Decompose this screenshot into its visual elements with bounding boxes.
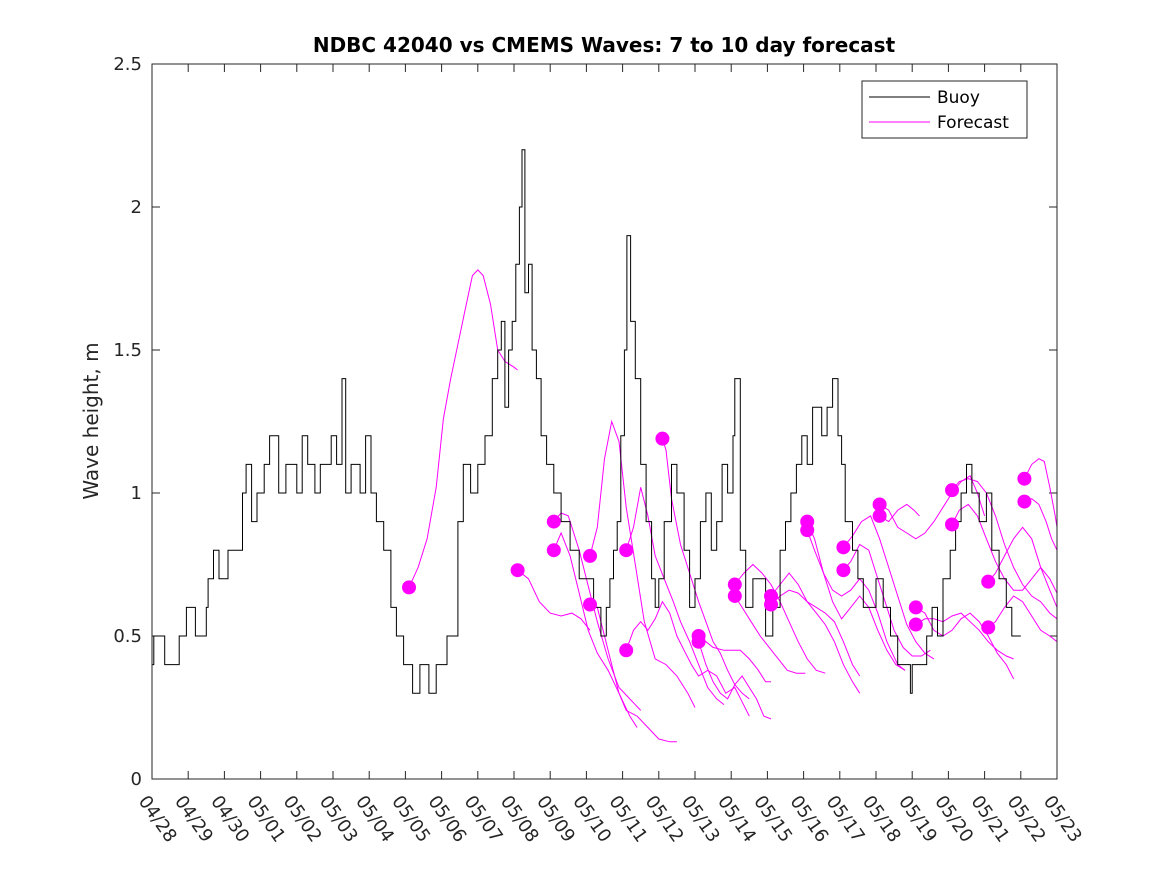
forecast-line xyxy=(625,600,750,717)
legend-forecast-label: Forecast xyxy=(937,113,1009,133)
buoy-series xyxy=(152,149,1021,694)
forecast-start-point xyxy=(1017,494,1032,509)
axes-box xyxy=(151,63,1058,780)
y-tick-labels: 0 0.5 1 1.5 2 2.5 xyxy=(113,54,142,790)
forecast-line xyxy=(698,635,771,683)
y-tick-label: 1.5 xyxy=(113,340,142,361)
buoy-line xyxy=(152,149,1021,694)
forecast-start-point xyxy=(655,431,670,446)
forecast-line xyxy=(589,604,677,743)
forecast-start-point xyxy=(908,600,923,615)
chart-title: NDBC 42040 vs CMEMS Waves: 7 to 10 day f… xyxy=(313,33,896,57)
forecast-start-point xyxy=(945,517,960,532)
forecast-line xyxy=(698,641,772,720)
forecast-line xyxy=(806,530,906,671)
forecast-line xyxy=(770,589,861,677)
forecast-line xyxy=(806,521,906,671)
legend: Buoy Forecast xyxy=(861,80,1028,139)
forecast-start-point xyxy=(619,643,634,658)
forecast-line xyxy=(589,419,696,708)
forecast-start-point xyxy=(510,563,525,578)
forecast-start-point xyxy=(727,588,742,603)
forecast-line xyxy=(879,475,986,540)
legend-buoy-label: Buoy xyxy=(937,88,980,108)
forecast-series xyxy=(408,269,1058,743)
forecast-line xyxy=(625,487,725,705)
forecast-line xyxy=(951,478,1058,620)
forecast-start-point xyxy=(872,508,887,523)
forecast-start-point xyxy=(619,543,634,558)
forecast-start-point xyxy=(908,617,923,632)
forecast-start-point xyxy=(1017,471,1032,486)
forecast-start-point xyxy=(800,523,815,538)
y-tick-label: 1 xyxy=(131,483,142,504)
y-tick-label: 2.5 xyxy=(113,54,142,75)
forecast-start-point xyxy=(546,514,561,529)
forecast-start-point xyxy=(981,574,996,589)
forecast-start-point xyxy=(836,563,851,578)
y-tick-label: 0 xyxy=(131,769,142,790)
forecast-start-point xyxy=(402,580,417,595)
forecast-start-point xyxy=(583,597,598,612)
y-tick-label: 2 xyxy=(131,197,142,218)
plot-area xyxy=(152,64,1057,779)
forecast-line xyxy=(987,526,1058,608)
y-tick-label: 0.5 xyxy=(113,626,142,647)
forecast-start-point xyxy=(945,483,960,498)
forecast-line xyxy=(408,269,518,588)
forecast-start-point xyxy=(546,543,561,558)
forecast-start-point xyxy=(981,620,996,635)
forecast-line xyxy=(770,572,861,694)
forecast-line xyxy=(879,503,920,523)
y-axis-label: Wave height, m xyxy=(79,342,103,499)
forecast-line xyxy=(553,531,638,728)
forecast-start-point xyxy=(836,540,851,555)
forecast-line xyxy=(987,595,1058,643)
forecast-start-point xyxy=(764,597,779,612)
forecast-line xyxy=(734,595,806,674)
forecast-start-markers xyxy=(402,431,1032,658)
forecast-line xyxy=(1023,458,1058,528)
forecast-start-point xyxy=(691,634,706,649)
legend-box xyxy=(861,80,1028,139)
forecast-line xyxy=(843,515,935,660)
forecast-line xyxy=(517,569,591,631)
forecast-start-point xyxy=(583,548,598,563)
